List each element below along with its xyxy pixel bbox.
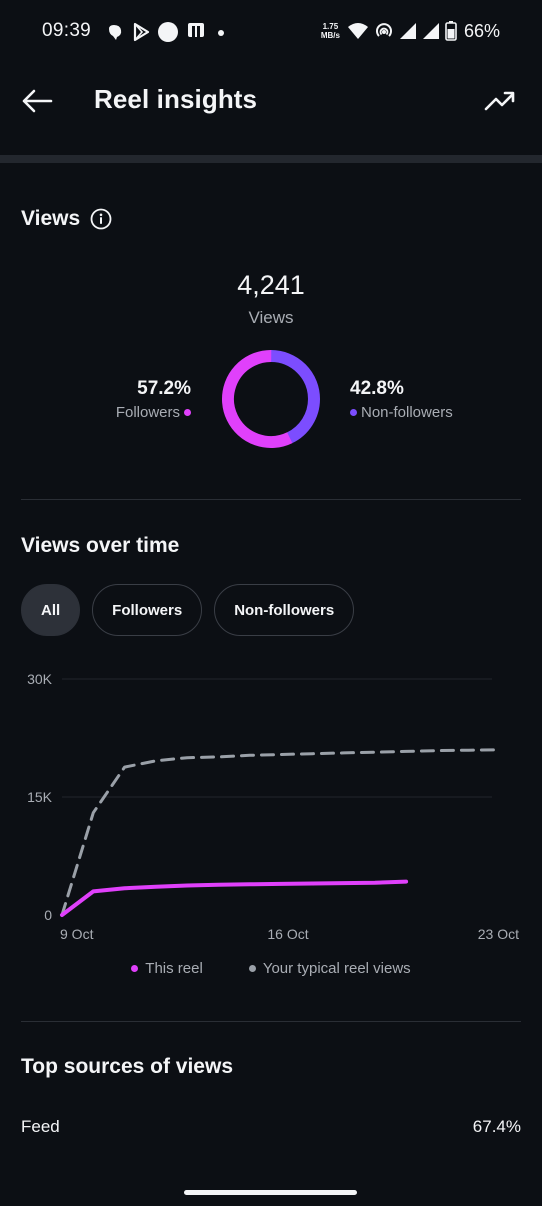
followers-percentage: 57.2% bbox=[137, 378, 191, 399]
section-divider bbox=[21, 1021, 521, 1022]
non-followers-split: 42.8% Non-followers bbox=[350, 378, 453, 421]
status-bar: 09:39 1.75 MB/s 66% bbox=[0, 0, 542, 62]
source-label: Feed bbox=[21, 1117, 60, 1136]
followers-split: 57.2% Followers bbox=[116, 378, 191, 421]
status-time: 09:39 bbox=[42, 20, 92, 41]
signal-icon bbox=[422, 23, 439, 39]
nfc-icon bbox=[188, 23, 204, 41]
battery-percentage: 66% bbox=[463, 20, 500, 41]
legend-label: Your typical reel views bbox=[262, 960, 411, 977]
audience-filter-chips: All Followers Non-followers bbox=[21, 584, 355, 636]
views-section-title: Views bbox=[21, 207, 112, 231]
speed-unit: MB/s bbox=[320, 31, 340, 40]
play-store-icon bbox=[133, 22, 150, 42]
views-donut-chart bbox=[222, 350, 320, 448]
legend-item-this-reel: This reel bbox=[131, 960, 203, 977]
trending-up-icon bbox=[484, 91, 515, 111]
signal-icon bbox=[399, 23, 416, 39]
series-line-typical-reel-views bbox=[60, 748, 502, 917]
top-sources-title: Top sources of views bbox=[21, 1055, 233, 1078]
chip-all[interactable]: All bbox=[21, 584, 81, 636]
back-button[interactable] bbox=[18, 84, 56, 118]
scroll-fade bbox=[0, 1170, 542, 1206]
series-line-this-reel bbox=[60, 879, 409, 917]
source-row-feed[interactable]: Feed 67.4% bbox=[21, 1117, 521, 1137]
donut-segment-followers bbox=[222, 350, 320, 448]
home-indicator[interactable] bbox=[184, 1190, 357, 1195]
legend-item-typical-views: Your typical reel views bbox=[248, 960, 411, 977]
network-speed: 1.75 MB/s bbox=[321, 22, 340, 40]
views-over-time-title: Views over time bbox=[21, 534, 180, 557]
app-notification-icon bbox=[109, 25, 122, 40]
section-divider bbox=[21, 499, 521, 500]
chip-followers[interactable]: Followers bbox=[92, 584, 203, 636]
hotspot-icon bbox=[376, 23, 392, 37]
non-followers-percentage: 42.8% bbox=[350, 378, 404, 399]
speed-value: 1.75 bbox=[322, 22, 339, 31]
wifi-icon bbox=[347, 23, 368, 39]
source-value: 67.4% bbox=[472, 1117, 521, 1136]
page-title: Reel insights bbox=[94, 84, 258, 114]
battery-icon bbox=[445, 21, 457, 41]
y-tick-label: 15K bbox=[27, 789, 53, 805]
followers-label: Followers bbox=[115, 404, 180, 421]
x-tick-label: 23 Oct bbox=[478, 926, 519, 942]
y-tick-label: 0 bbox=[44, 907, 52, 923]
non-followers-label: Non-followers bbox=[361, 404, 453, 421]
total-views-label: Views bbox=[248, 308, 294, 327]
more-dot-icon bbox=[218, 30, 224, 36]
trends-button[interactable] bbox=[482, 84, 518, 118]
non-followers-dot bbox=[350, 409, 357, 416]
legend-label: This reel bbox=[145, 960, 203, 977]
total-views-value: 4,241 bbox=[237, 270, 305, 300]
legend-dot bbox=[248, 965, 256, 972]
circle-notification-icon bbox=[158, 22, 178, 42]
notification-icons bbox=[105, 20, 229, 44]
chart-legend: This reel Your typical reel views bbox=[0, 960, 542, 977]
followers-dot bbox=[184, 409, 191, 416]
app-header: Reel insights bbox=[0, 62, 542, 156]
y-tick-label: 30K bbox=[27, 671, 53, 687]
header-divider bbox=[0, 155, 542, 163]
legend-dot bbox=[131, 965, 139, 972]
system-status: 1.75 MB/s 66% bbox=[321, 18, 500, 44]
x-tick-label: 16 Oct bbox=[267, 926, 308, 942]
arrow-left-icon bbox=[22, 89, 53, 113]
views-over-time-chart: 30K 15K 0 9 Oct 16 Oct 23 Oct bbox=[27, 671, 519, 942]
chip-non-followers[interactable]: Non-followers bbox=[214, 584, 355, 636]
views-title: Views bbox=[21, 207, 81, 230]
x-tick-label: 9 Oct bbox=[60, 926, 94, 942]
info-icon[interactable] bbox=[90, 208, 112, 230]
